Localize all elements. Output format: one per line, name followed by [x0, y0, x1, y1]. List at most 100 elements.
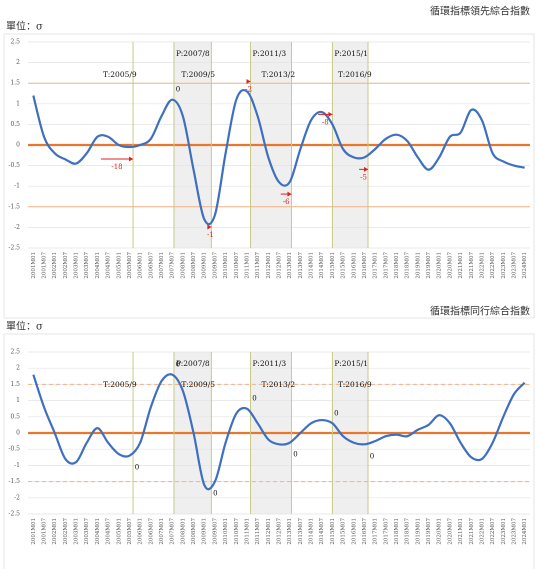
x-tick-label: 2001M07: [42, 518, 48, 545]
lead-label: 0: [213, 490, 217, 498]
lead-arrowhead: [207, 224, 212, 230]
x-tick-label: 2019M01: [415, 252, 421, 279]
x-tick-label: 2010M07: [234, 518, 240, 545]
x-tick-label: 2017M01: [373, 518, 379, 545]
x-tick-label: 2016M07: [362, 518, 368, 545]
y-tick-label: 2: [16, 59, 20, 66]
y-tick-label: 2: [16, 365, 20, 372]
plot-frame: [3, 33, 535, 319]
x-tick-label: 2022M01: [479, 252, 485, 279]
phase-label: T:2013/2: [261, 70, 295, 79]
x-tick-label: 2002M07: [63, 252, 69, 279]
x-tick-label: 2014M07: [319, 252, 325, 279]
x-tick-label: 2013M07: [298, 252, 304, 279]
x-tick-label: 2006M01: [138, 518, 144, 545]
x-tick-label: 2014M07: [319, 518, 325, 545]
x-tick-label: 2021M07: [469, 518, 475, 545]
x-tick-label: 2004M07: [106, 252, 112, 279]
x-tick-label: 2009M07: [212, 252, 218, 279]
x-tick-label: 2012M01: [266, 518, 272, 545]
y-tick-label: 1: [16, 397, 20, 404]
lead-arrowhead: [328, 111, 333, 117]
x-tick-label: 2014M01: [309, 518, 315, 545]
x-tick-label: 2013M01: [287, 518, 293, 545]
x-tick-label: 2016M01: [351, 252, 357, 279]
x-tick-label: 2012M01: [266, 252, 272, 279]
x-tick-label: 2006M01: [138, 252, 144, 279]
x-tick-label: 2011M07: [255, 252, 261, 279]
unit-label: 單位：σ: [6, 320, 43, 333]
y-tick-label: 0.5: [10, 413, 20, 420]
y-tick-label: -1.5: [8, 478, 20, 485]
x-tick-label: 2007M07: [170, 252, 176, 279]
x-tick-label: 2006M07: [148, 518, 154, 545]
x-tick-label: 2004M07: [106, 518, 112, 545]
x-tick-label: 2019M07: [426, 518, 432, 545]
x-tick-label: 2004M01: [95, 518, 101, 545]
y-tick-label: -2.5: [8, 511, 20, 518]
lead-label: 0: [176, 361, 180, 369]
y-tick-label: -0.5: [8, 162, 20, 169]
x-tick-label: 2020M07: [447, 518, 453, 545]
x-tick-label: 2023M01: [501, 518, 507, 545]
lead-label: 0: [334, 409, 338, 417]
lead-label: -2: [245, 85, 252, 93]
x-tick-label: 2020M01: [437, 252, 443, 279]
y-tick-label: 0: [16, 142, 20, 149]
lead-label: 0: [252, 395, 256, 403]
x-tick-label: 2003M07: [84, 518, 90, 545]
y-tick-label: 2.5: [10, 349, 20, 356]
x-tick-label: 2021M07: [469, 252, 475, 279]
lead-label: 0: [370, 452, 374, 460]
phase-label: P:2007/8: [176, 49, 210, 58]
x-tick-label: 2010M01: [223, 518, 229, 545]
x-tick-label: 2021M01: [458, 518, 464, 545]
x-tick-label: 2009M07: [212, 518, 218, 545]
y-tick-label: 1.5: [10, 381, 20, 388]
lead-label: 0: [135, 464, 139, 472]
x-tick-label: 2022M07: [490, 518, 496, 545]
x-tick-label: 2018M07: [405, 252, 411, 279]
x-tick-label: 2018M01: [394, 252, 400, 279]
x-tick-label: 2001M07: [42, 252, 48, 279]
x-tick-label: 2015M07: [341, 252, 347, 279]
x-tick-label: 2018M07: [405, 518, 411, 545]
lead-label: -8: [322, 118, 329, 126]
x-tick-label: 2016M07: [362, 252, 368, 279]
x-tick-label: 2019M01: [415, 518, 421, 545]
y-tick-label: 1: [16, 100, 20, 107]
lead-label: -18: [111, 163, 122, 171]
y-tick-label: -1: [14, 183, 20, 190]
phase-label: T:2013/2: [261, 380, 295, 389]
x-tick-label: 2013M01: [287, 252, 293, 279]
lead-arrowhead: [364, 166, 369, 172]
lead-label: -1: [207, 231, 214, 239]
lead-label: -5: [360, 173, 367, 181]
unit-label: 單位：σ: [6, 20, 43, 33]
x-tick-label: 2009M01: [202, 518, 208, 545]
x-tick-label: 2019M07: [426, 252, 432, 279]
x-tick-label: 2015M01: [330, 518, 336, 545]
x-tick-label: 2002M01: [52, 252, 58, 279]
lead-label: -6: [283, 198, 290, 206]
x-tick-label: 2024M01: [522, 252, 528, 279]
x-tick-label: 2003M07: [84, 252, 90, 279]
phase-label: P:2007/8: [176, 359, 210, 368]
x-tick-label: 2003M01: [74, 252, 80, 279]
y-tick-label: 0.5: [10, 121, 20, 128]
x-tick-label: 2022M07: [490, 252, 496, 279]
x-tick-label: 2021M01: [458, 252, 464, 279]
x-tick-label: 2015M07: [341, 518, 347, 545]
x-tick-label: 2017M07: [383, 518, 389, 545]
phase-label: T:2005/9: [103, 380, 137, 389]
x-tick-label: 2009M01: [202, 252, 208, 279]
lead-label: 0: [176, 86, 180, 94]
x-tick-label: 2020M01: [437, 518, 443, 545]
phase-label: P:2015/1: [334, 359, 368, 368]
x-tick-label: 2015M01: [330, 252, 336, 279]
chart-title: 循環指標領先綜合指數: [430, 5, 530, 18]
y-tick-label: -2: [14, 494, 20, 501]
y-tick-label: -1: [14, 462, 20, 469]
